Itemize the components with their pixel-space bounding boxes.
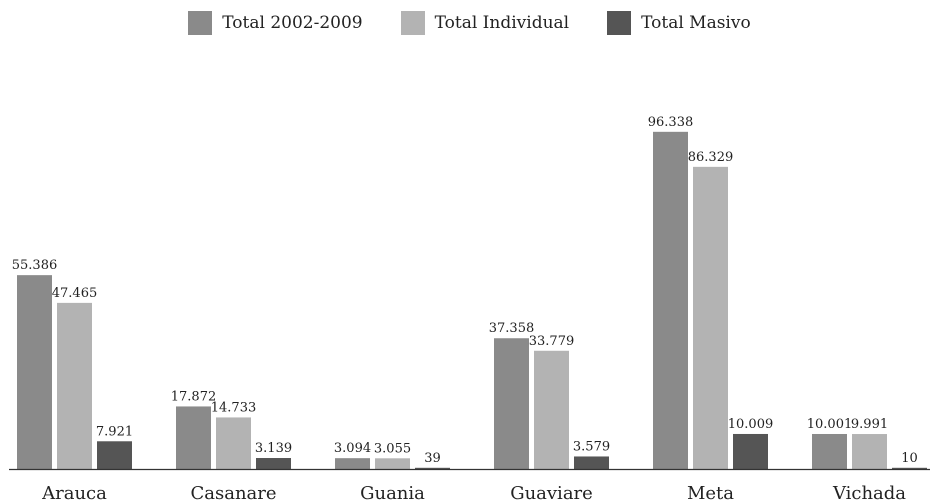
legend-swatch-total-2002-2009 bbox=[188, 11, 213, 35]
legend-item-total-2002-2009: Total 2002-2009 bbox=[188, 11, 363, 35]
bar-meta-total-2002-2009 bbox=[653, 131, 688, 469]
category-label-meta: Meta bbox=[687, 483, 734, 504]
data-label-meta-total-individual: 86.329 bbox=[688, 150, 734, 165]
legend-item-total-masivo: Total Masivo bbox=[607, 11, 751, 35]
data-label-meta-total-masivo: 10.009 bbox=[728, 417, 774, 432]
bar-guania-total-masivo bbox=[415, 467, 450, 469]
bar-casanare-total-2002-2009 bbox=[176, 406, 211, 469]
category-label-guaviare: Guaviare bbox=[510, 483, 593, 504]
data-label-vichada-total-individual: 9.991 bbox=[851, 417, 888, 432]
bar-arauca-total-masivo bbox=[97, 441, 132, 469]
category-label-casanare: Casanare bbox=[190, 483, 276, 504]
bar-casanare-total-individual bbox=[216, 417, 251, 469]
bar-vichada-total-individual bbox=[852, 434, 887, 469]
data-label-casanare-total-2002-2009: 17.872 bbox=[171, 389, 217, 404]
chart-legend: Total 2002-2009 Total Individual Total M… bbox=[0, 8, 939, 38]
data-label-guaviare-total-individual: 33.779 bbox=[529, 334, 575, 349]
bar-meta-total-individual bbox=[693, 166, 728, 469]
bar-vichada-total-2002-2009 bbox=[812, 433, 847, 469]
legend-swatch-total-masivo bbox=[607, 11, 632, 35]
legend-item-total-individual: Total Individual bbox=[400, 11, 570, 35]
bar-guania-total-2002-2009 bbox=[335, 458, 370, 469]
data-label-arauca-total-2002-2009: 55.386 bbox=[12, 258, 58, 273]
bar-guaviare-total-masivo bbox=[574, 456, 609, 469]
category-label-vichada: Vichada bbox=[832, 483, 906, 504]
bar-guaviare-total-individual bbox=[534, 350, 569, 469]
data-label-casanare-total-masivo: 3.139 bbox=[255, 441, 292, 456]
category-label-guania: Guania bbox=[360, 483, 425, 504]
legend-label-total-masivo: Total Masivo bbox=[641, 13, 751, 33]
bar-casanare-total-masivo bbox=[256, 458, 291, 469]
data-label-guaviare-total-masivo: 3.579 bbox=[573, 439, 610, 454]
bar-guania-total-individual bbox=[375, 458, 410, 469]
data-label-vichada-total-masivo: 10 bbox=[901, 451, 918, 466]
data-label-guania-total-individual: 3.055 bbox=[374, 441, 411, 456]
legend-swatch-total-individual bbox=[400, 11, 425, 35]
bar-arauca-total-individual bbox=[57, 302, 92, 469]
data-label-arauca-total-individual: 47.465 bbox=[52, 286, 98, 301]
data-label-arauca-total-masivo: 7.921 bbox=[96, 424, 133, 439]
bar-arauca-total-2002-2009 bbox=[17, 275, 52, 469]
bar-meta-total-masivo bbox=[733, 433, 768, 469]
legend-label-total-individual: Total Individual bbox=[434, 13, 570, 33]
data-label-guaviare-total-2002-2009: 37.358 bbox=[489, 321, 535, 336]
bar-guaviare-total-2002-2009 bbox=[494, 338, 529, 469]
bar-vichada-total-masivo bbox=[892, 467, 927, 469]
data-label-vichada-total-2002-2009: 10.001 bbox=[807, 417, 853, 432]
data-label-guania-total-masivo: 39 bbox=[424, 451, 441, 466]
category-label-arauca: Arauca bbox=[41, 483, 107, 504]
data-label-guania-total-2002-2009: 3.094 bbox=[334, 441, 371, 456]
data-label-meta-total-2002-2009: 96.338 bbox=[648, 115, 694, 130]
data-label-casanare-total-individual: 14.733 bbox=[211, 400, 257, 415]
legend-label-total-2002-2009: Total 2002-2009 bbox=[222, 13, 363, 33]
